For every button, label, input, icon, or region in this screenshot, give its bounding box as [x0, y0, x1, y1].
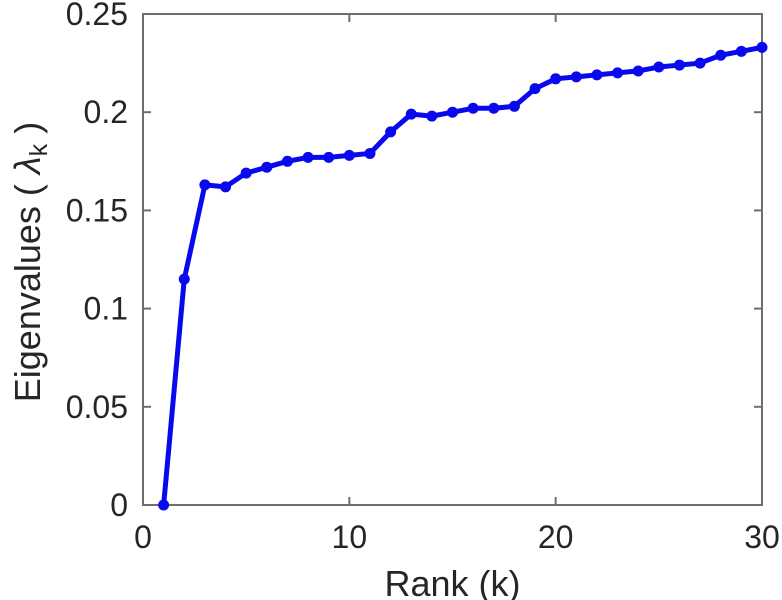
data-point	[467, 102, 479, 114]
data-point	[302, 151, 314, 163]
data-point	[220, 181, 232, 193]
data-point	[178, 273, 190, 285]
data-point	[756, 41, 768, 53]
data-point	[529, 83, 541, 95]
y-axis-label-suffix: )	[7, 121, 48, 144]
eigenvalues-line	[161, 44, 765, 508]
data-point	[405, 108, 417, 120]
data-point	[323, 151, 335, 163]
x-tick-label: 10	[332, 519, 368, 555]
y-tick-label: 0.15	[66, 192, 128, 228]
y-axis-label: Eigenvalues ( λk )	[6, 2, 54, 522]
data-point	[343, 149, 355, 161]
x-axis-label: Rank (k)	[384, 563, 521, 600]
data-point	[612, 67, 624, 79]
data-point	[550, 73, 562, 85]
data-point	[281, 155, 293, 167]
data-point	[591, 69, 603, 81]
data-point	[570, 71, 582, 83]
y-tick-label: 0	[110, 487, 128, 523]
y-axis-label-text: Eigenvalues (	[7, 174, 48, 403]
data-point	[673, 59, 685, 71]
data-point	[364, 147, 376, 159]
y-tick-label: 0.25	[66, 0, 128, 32]
lambda-subscript: k	[25, 143, 54, 157]
data-point	[158, 499, 170, 511]
data-point	[715, 49, 727, 61]
plot-frame	[142, 13, 763, 506]
data-point	[426, 110, 438, 122]
x-tick-label: 20	[538, 519, 574, 555]
data-point	[488, 102, 500, 114]
data-point	[240, 167, 252, 179]
data-point	[385, 126, 397, 138]
data-point	[694, 57, 706, 69]
data-point	[735, 45, 747, 57]
y-tick-label: 0.1	[84, 291, 128, 327]
y-tick-label: 0.05	[66, 389, 128, 425]
data-point	[261, 161, 273, 173]
data-point	[653, 61, 665, 73]
x-tick-label: 0	[134, 519, 152, 555]
data-point	[508, 100, 520, 112]
data-point	[632, 65, 644, 77]
data-point	[199, 179, 211, 191]
x-tick-label: 30	[744, 519, 780, 555]
lambda-symbol: λ	[7, 156, 48, 175]
y-tick-label: 0.2	[84, 94, 128, 130]
data-point	[447, 106, 458, 118]
